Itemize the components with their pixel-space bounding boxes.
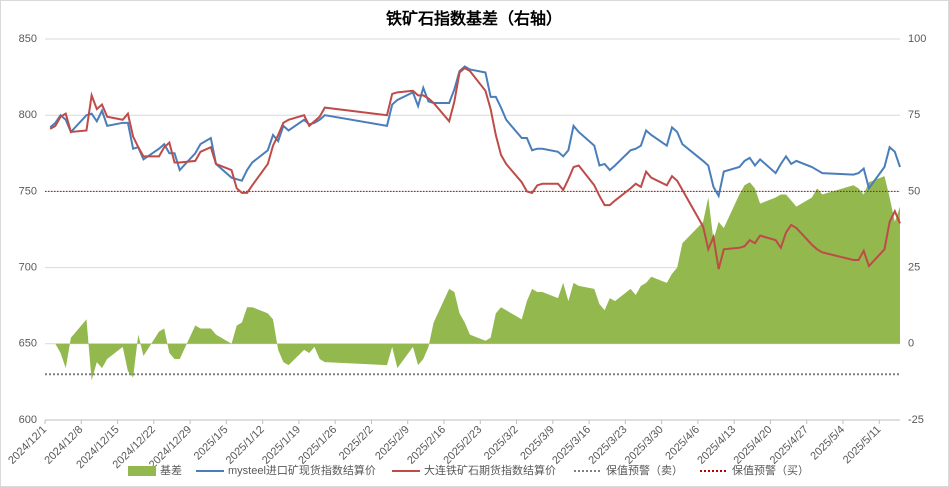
legend-item: 基差 xyxy=(128,463,182,477)
y-tick-label: 850 xyxy=(19,33,37,45)
legend-item: mysteel进口矿现货指数结算价 xyxy=(196,463,376,477)
y-tick-label: 700 xyxy=(19,262,37,274)
y2-tick-label: 100 xyxy=(908,33,926,45)
legend-label: 基差 xyxy=(160,463,182,477)
y-tick-label: 650 xyxy=(19,338,37,350)
y-tick-label: 800 xyxy=(19,109,37,121)
legend-item: 保值预警（买） xyxy=(700,463,809,477)
line xyxy=(49,66,901,270)
legend-item: 保值预警（卖） xyxy=(574,463,683,477)
y2-tick-label: 25 xyxy=(908,262,920,274)
y-tick-label: 750 xyxy=(19,185,37,197)
y2-tick-label: 0 xyxy=(908,338,914,350)
legend-label: 保值预警（买） xyxy=(732,463,809,477)
legend-label: 大连铁矿石期货指数结算价 xyxy=(424,463,556,477)
area xyxy=(50,176,900,381)
chart-title: 铁矿石指数基差（右轴） xyxy=(386,9,562,28)
legend-label: mysteel进口矿现货指数结算价 xyxy=(228,463,376,477)
y2-tick-label: 75 xyxy=(908,109,920,121)
legend-label: 保值预警（卖） xyxy=(606,463,683,477)
y2-tick-label: 50 xyxy=(908,185,920,197)
y2-tick-label: -25 xyxy=(908,414,924,426)
legend-swatch xyxy=(128,466,156,476)
legend-item: 大连铁矿石期货指数结算价 xyxy=(392,463,556,477)
y-tick-label: 600 xyxy=(19,414,37,426)
